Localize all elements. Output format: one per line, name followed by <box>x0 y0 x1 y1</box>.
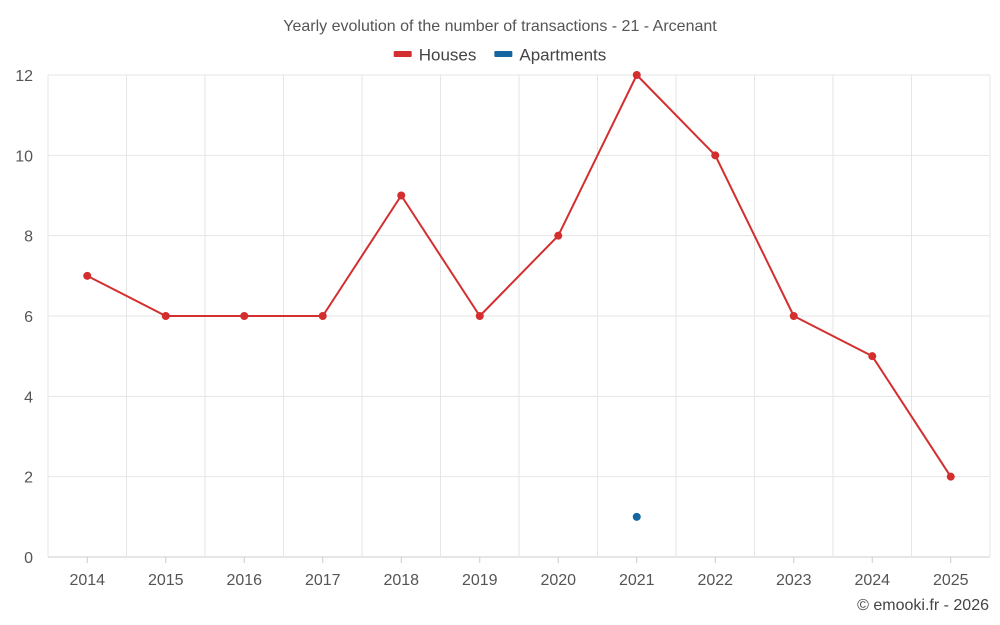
x-tick-label: 2023 <box>776 572 812 589</box>
y-axis: 0 2 4 6 8 10 12 <box>15 68 33 567</box>
x-tick-label: 2022 <box>697 572 733 589</box>
legend-swatch <box>393 51 412 57</box>
x-tick-label: 2017 <box>305 572 341 589</box>
data-point-houses <box>161 312 170 320</box>
x-tick-label: 2015 <box>148 572 184 589</box>
data-point-apartments <box>632 512 641 521</box>
y-tick-label: 4 <box>24 389 33 406</box>
y-tick-label: 6 <box>24 309 33 326</box>
data-point-houses <box>318 312 327 320</box>
y-tick-label: 8 <box>24 229 33 246</box>
data-point-houses <box>711 151 720 160</box>
data-point-houses <box>240 312 249 320</box>
grid <box>47 74 991 558</box>
legend-item-apartments: Apartments <box>494 45 606 64</box>
data-point-houses <box>554 231 563 240</box>
y-tick-label: 2 <box>24 470 33 487</box>
y-tick-label: 12 <box>15 68 33 85</box>
x-tick-label: 2018 <box>383 572 419 589</box>
data-point-houses <box>868 352 877 361</box>
y-tick-label: 10 <box>15 148 33 165</box>
series-line-houses <box>86 74 952 478</box>
x-tick-label: 2024 <box>854 572 890 589</box>
legend: Houses Apartments <box>393 45 606 64</box>
legend-swatch <box>494 51 513 57</box>
data-point-houses <box>789 312 798 320</box>
x-tick-label: 2014 <box>69 572 105 589</box>
x-tick-label: 2019 <box>462 572 498 589</box>
legend-label: Houses <box>419 45 477 64</box>
chart-title: Yearly evolution of the number of transa… <box>283 18 717 35</box>
data-point-houses <box>83 271 92 280</box>
x-tick-label: 2025 <box>933 572 969 589</box>
legend-item-houses: Houses <box>393 45 477 64</box>
legend-label: Apartments <box>519 45 606 64</box>
x-axis: 2014 2015 2016 2017 2018 2019 2020 2021 2022 2023… <box>69 557 969 589</box>
data-point-houses <box>946 472 955 481</box>
data-point-houses <box>397 191 406 200</box>
x-tick-label: 2016 <box>226 572 262 589</box>
y-tick-label: 0 <box>24 550 33 567</box>
data-point-houses <box>632 71 641 79</box>
credit-text: © emooki.fr - 2026 <box>857 597 989 614</box>
data-point-houses <box>475 312 484 320</box>
series-layer <box>83 71 955 521</box>
x-tick-label: 2021 <box>619 572 655 589</box>
x-tick-label: 2020 <box>540 572 576 589</box>
